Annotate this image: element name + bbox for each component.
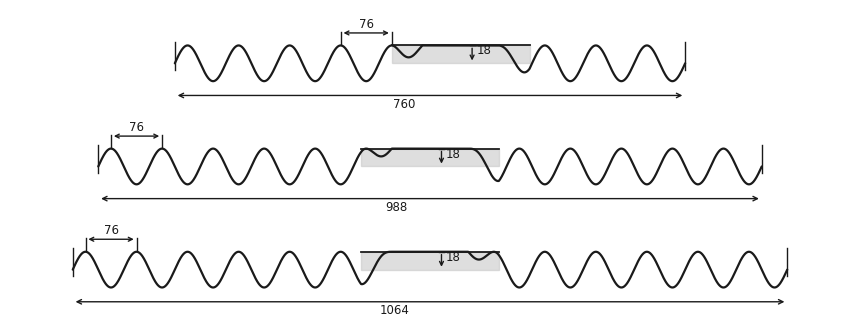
Polygon shape xyxy=(391,45,530,63)
Text: 76: 76 xyxy=(359,18,374,31)
Text: 76: 76 xyxy=(103,224,119,237)
Polygon shape xyxy=(361,149,499,167)
Polygon shape xyxy=(361,252,499,270)
Text: 760: 760 xyxy=(393,98,415,111)
Text: 1064: 1064 xyxy=(379,304,409,317)
Text: 18: 18 xyxy=(476,44,491,57)
Text: 18: 18 xyxy=(445,148,460,161)
Text: 988: 988 xyxy=(385,201,408,214)
Text: 18: 18 xyxy=(445,251,460,264)
Text: 76: 76 xyxy=(129,121,144,134)
